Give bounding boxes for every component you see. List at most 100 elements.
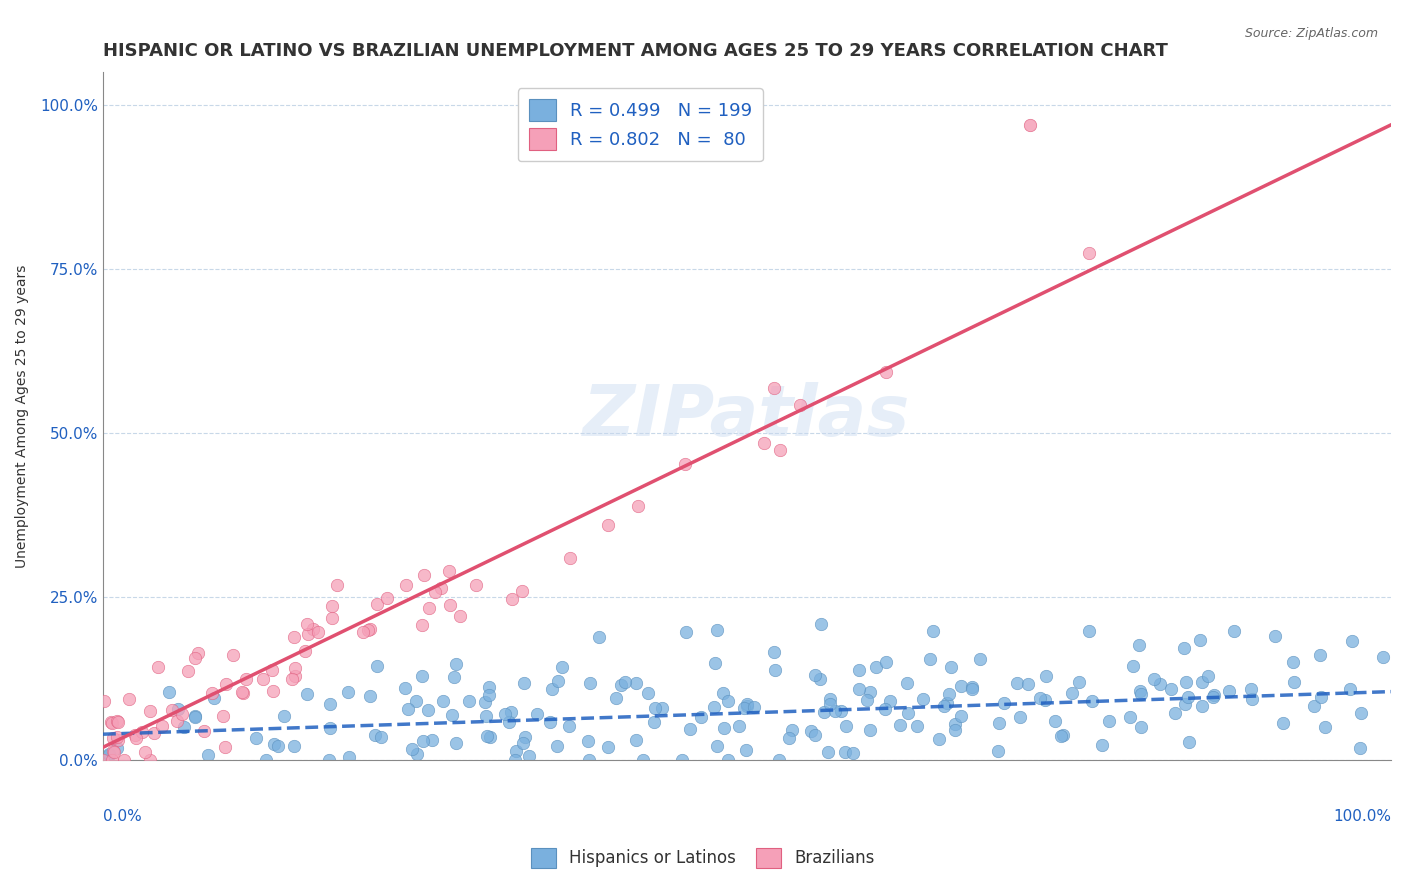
Point [336,685,359,699]
Legend: Hispanics or Latinos, Brazilians: Hispanics or Latinos, Brazilians [524,841,882,875]
Point [260,663,283,677]
Point [873,702,896,716]
Point [541,681,564,696]
Point [458,694,481,708]
Point [1091,739,1114,753]
Point [988,716,1011,731]
Y-axis label: Unemployment Among Ages 25 to 29 years: Unemployment Among Ages 25 to 29 years [15,265,30,568]
Point [1029,690,1052,705]
Point [193,723,215,738]
Point [950,709,973,723]
Point [1189,632,1212,647]
Point [117,692,139,706]
Point [987,744,1010,758]
Point [184,650,207,665]
Point [546,739,568,753]
Point [1163,706,1185,720]
Point [439,598,461,612]
Point [706,623,728,637]
Point [1143,672,1166,686]
Point [201,686,224,700]
Point [526,706,548,721]
Point [252,672,274,686]
Point [150,719,173,733]
Point [357,623,380,637]
Point [319,721,342,735]
Point [768,753,790,767]
Point [307,625,329,640]
Point [1341,634,1364,648]
Point [283,630,305,644]
Point [1067,674,1090,689]
Point [418,601,440,615]
Point [1129,720,1152,734]
Point [1177,690,1199,704]
Point [856,693,879,707]
Point [235,672,257,686]
Point [1197,668,1219,682]
Point [842,746,865,760]
Point [97,747,120,761]
Point [167,702,190,716]
Point [1033,693,1056,707]
Point [396,701,419,715]
Point [762,644,785,658]
Text: 0.0%: 0.0% [103,808,142,823]
Point [1174,675,1197,690]
Point [295,687,318,701]
Point [100,714,122,729]
Point [1129,684,1152,698]
Point [778,731,800,745]
Point [675,625,697,640]
Point [105,730,128,744]
Point [742,699,765,714]
Point [912,692,935,706]
Point [262,684,284,698]
Point [1282,655,1305,669]
Point [610,678,633,692]
Point [439,564,461,578]
Point [1119,710,1142,724]
Point [337,750,360,764]
Point [969,651,991,665]
Point [763,663,786,677]
Point [512,736,534,750]
Point [1078,246,1101,260]
Point [91,753,114,767]
Point [412,734,434,748]
Point [550,660,572,674]
Point [284,669,307,683]
Point [943,723,966,737]
Point [735,742,758,756]
Point [184,710,207,724]
Point [830,704,852,718]
Point [105,714,128,728]
Point [848,663,870,677]
Point [1282,675,1305,690]
Point [370,730,392,744]
Point [834,745,856,759]
Point [835,719,858,733]
Point [538,714,561,729]
Point [922,624,945,639]
Point [578,753,600,767]
Point [1350,741,1372,756]
Point [503,753,526,767]
Point [100,753,122,767]
Point [558,719,581,733]
Point [326,578,349,592]
Point [510,583,533,598]
Point [938,687,960,701]
Point [936,696,959,710]
Point [1204,688,1226,702]
Point [1149,677,1171,691]
Point [134,745,156,759]
Point [813,705,835,719]
Point [824,704,846,718]
Point [418,703,440,717]
Point [124,728,146,742]
Point [256,753,278,767]
Point [713,721,735,735]
Point [889,718,911,732]
Text: 100.0%: 100.0% [1333,808,1391,823]
